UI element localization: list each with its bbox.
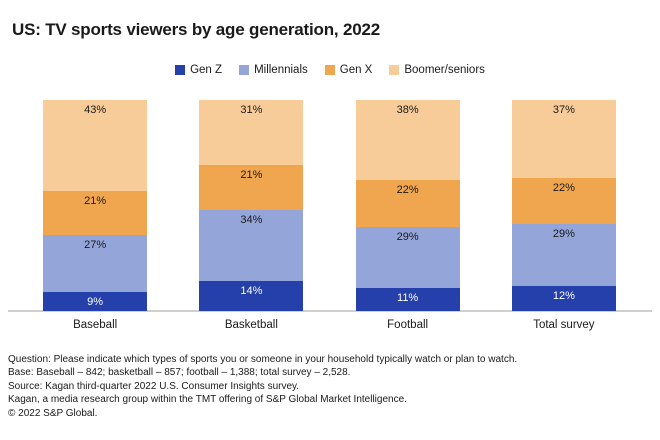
category-label-total-survey: Total survey <box>533 319 595 331</box>
footnotes: Question: Please indicate which types of… <box>8 353 652 420</box>
segment-total-survey-gen-x: 22% <box>511 178 616 225</box>
footnote-base: Base: Baseball – 842; basketball – 857; … <box>8 367 351 379</box>
value-label-total-survey-millennials: 29% <box>552 228 575 241</box>
footnote-source: Source: Kagan third-quarter 2022 U.S. Co… <box>8 380 300 392</box>
segment-basketball-gen-z: 14% <box>199 281 304 311</box>
category-label-baseball: Baseball <box>73 319 118 331</box>
segment-basketball-boomer-seniors: 31% <box>199 100 304 166</box>
value-label-total-survey-gen-z: 12% <box>552 289 575 302</box>
value-label-basketball-gen-z: 14% <box>240 285 263 298</box>
bar-column-total-survey: 37% 22% 29% 12% <box>486 100 642 311</box>
segment-baseball-gen-x: 21% <box>43 190 148 236</box>
value-label-football-millennials: 29% <box>396 230 419 243</box>
value-label-baseball-boomer-seniors: 43% <box>84 104 107 116</box>
segment-football-gen-z: 11% <box>355 287 460 311</box>
segment-total-survey-gen-z: 12% <box>511 285 616 311</box>
value-label-football-gen-z: 11% <box>397 291 419 304</box>
legend-item-gen-x: Gen X <box>324 64 373 76</box>
category-label-basketball: Basketball <box>224 319 278 331</box>
legend-item-millennials: Millennials <box>239 64 308 76</box>
segment-total-survey-boomer-seniors: 37% <box>511 100 616 179</box>
legend-label-gen-z: Gen Z <box>190 64 223 76</box>
value-label-baseball-gen-z: 9% <box>87 295 104 308</box>
legend-swatch-millennials <box>239 65 250 75</box>
segment-football-boomer-seniors: 38% <box>355 100 460 181</box>
bar-total-survey: 37% 22% 29% 12% <box>511 100 616 311</box>
value-label-football-boomer-seniors: 38% <box>396 104 419 116</box>
bar-column-football: 38% 22% 29% 11% <box>330 100 486 311</box>
footnote-kagan: Kagan, a media research group within the… <box>8 394 407 406</box>
legend-label-millennials: Millennials <box>254 64 308 76</box>
value-label-total-survey-boomer-seniors: 37% <box>552 104 575 116</box>
footnote-copyright: © 2022 S&P Global. <box>8 407 98 419</box>
segment-basketball-gen-x: 21% <box>199 165 304 210</box>
chart-legend: Gen Z Millennials Gen X Boomer/seniors <box>0 64 660 76</box>
legend-label-gen-x: Gen X <box>339 64 373 76</box>
legend-label-boomer-seniors: Boomer/seniors <box>404 64 485 76</box>
stacked-bar-chart: 43% 21% 27% 9% 31% 21% 34% 14% 38% 22% 29% 11% 37% 22… <box>17 100 642 311</box>
value-label-baseball-gen-x: 21% <box>84 194 107 207</box>
segment-basketball-millennials: 34% <box>199 209 304 282</box>
bar-basketball: 31% 21% 34% 14% <box>199 100 304 311</box>
page-title: US: TV sports viewers by age generation,… <box>12 20 380 39</box>
segment-baseball-millennials: 27% <box>43 235 148 292</box>
segment-total-survey-millennials: 29% <box>511 224 616 286</box>
legend-item-boomer-seniors: Boomer/seniors <box>389 64 485 76</box>
value-label-baseball-millennials: 27% <box>84 239 107 252</box>
value-label-basketball-boomer-seniors: 31% <box>240 104 263 116</box>
category-axis-labels: Baseball Basketball Football Total survey <box>17 319 642 331</box>
value-label-basketball-gen-x: 21% <box>240 169 263 182</box>
bar-column-basketball: 31% 21% 34% 14% <box>173 100 329 311</box>
category-label-football: Football <box>387 319 429 331</box>
value-label-football-gen-x: 22% <box>396 184 419 197</box>
value-label-total-survey-gen-x: 22% <box>552 182 575 195</box>
bar-baseball: 43% 21% 27% 9% <box>43 100 148 311</box>
segment-baseball-boomer-seniors: 43% <box>43 100 148 191</box>
bar-column-baseball: 43% 21% 27% 9% <box>17 100 173 311</box>
footnote-question: Question: Please indicate which types of… <box>8 354 518 365</box>
legend-swatch-gen-z <box>175 65 186 75</box>
legend-swatch-boomer-seniors <box>389 65 400 75</box>
bar-football: 38% 22% 29% 11% <box>355 100 460 311</box>
value-label-basketball-millennials: 34% <box>240 213 263 226</box>
x-axis-baseline <box>8 310 652 312</box>
segment-baseball-gen-z: 9% <box>43 291 148 311</box>
segment-football-millennials: 29% <box>355 226 460 288</box>
segment-football-gen-x: 22% <box>355 180 460 227</box>
legend-swatch-gen-x <box>324 65 335 75</box>
legend-item-gen-z: Gen Z <box>175 64 222 76</box>
